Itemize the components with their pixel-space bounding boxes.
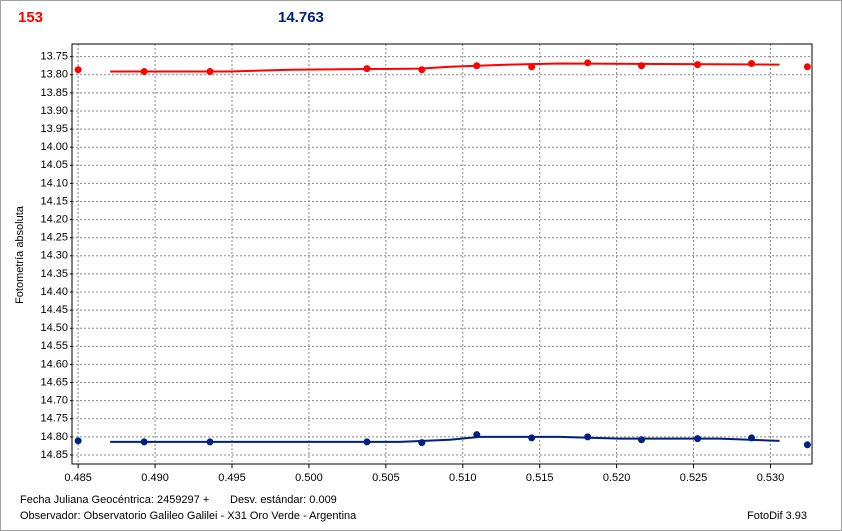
y-axis-label: Fotometría absoluta [14,205,26,304]
x-tick-label: 0.510 [449,472,477,484]
footer-observer: Observador: Observatorio Galileo Galilei… [20,510,357,522]
y-tick-label: 14.10 [40,177,68,189]
x-tick-label: 0.515 [526,472,554,484]
x-tick-label: 0.525 [680,472,708,484]
y-tick-label: 14.80 [40,431,68,443]
x-tick-label: 0.485 [64,472,92,484]
header-right: 14.763 [278,9,324,26]
y-tick-label: 14.40 [40,286,68,298]
y-tick-label: 13.80 [40,69,68,81]
data-point [74,66,82,74]
footer-software: FotoDif 3.93 [747,510,807,522]
data-point [418,66,426,74]
fit-line [110,435,780,443]
y-tick-label: 14.85 [40,449,68,461]
x-tick-label: 0.500 [295,472,323,484]
x-tick-label: 0.490 [141,472,169,484]
y-tick-label: 14.70 [40,395,68,407]
y-tick-label: 14.30 [40,250,68,262]
x-tick-label: 0.505 [372,472,400,484]
footer-std: Desv. estándar: 0.009 [230,494,337,506]
y-tick-label: 13.85 [40,87,68,99]
y-tick-label: 14.60 [40,358,68,370]
y-tick-label: 14.55 [40,340,68,352]
x-tick-label: 0.530 [757,472,785,484]
data-point [74,437,82,445]
data-point [803,63,811,71]
y-tick-label: 14.00 [40,141,68,153]
y-tick-label: 14.05 [40,159,68,171]
header-left: 153 [18,9,43,26]
y-tick-label: 14.35 [40,268,68,280]
data-point [528,434,536,442]
data-point [803,441,811,449]
y-tick-label: 14.20 [40,214,68,226]
y-tick-label: 14.65 [40,376,68,388]
y-tick-label: 14.75 [40,413,68,425]
y-tick-label: 14.45 [40,304,68,316]
footer-date: Fecha Juliana Geocéntrica: 2459297 + [20,494,209,506]
x-tick-label: 0.520 [603,472,631,484]
data-point [638,436,646,444]
y-tick-label: 14.25 [40,232,68,244]
x-tick-label: 0.495 [218,472,246,484]
y-tick-label: 13.75 [40,51,68,63]
y-tick-label: 14.50 [40,322,68,334]
plot-area [71,43,813,465]
fit-line [110,62,780,73]
y-tick-label: 13.90 [40,105,68,117]
y-tick-label: 14.15 [40,195,68,207]
y-tick-label: 13.95 [40,123,68,135]
